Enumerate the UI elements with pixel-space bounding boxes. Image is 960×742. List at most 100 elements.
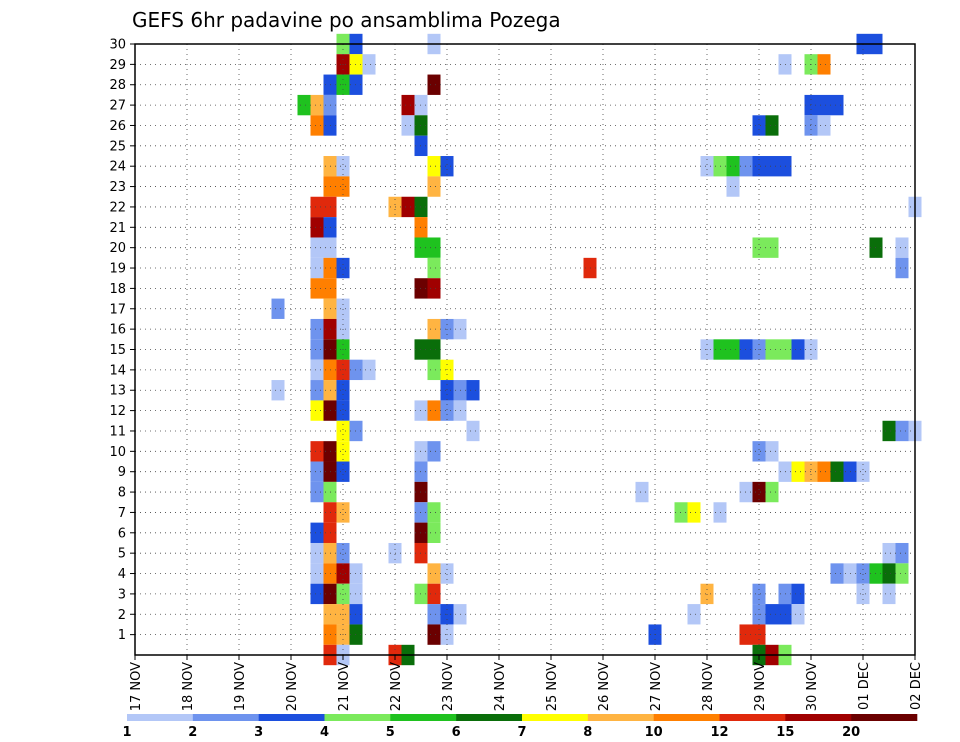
- heatmap-cell: [310, 278, 324, 299]
- x-tick-label: 28 NOV: [701, 662, 716, 711]
- x-tick-label: 17 NOV: [129, 662, 144, 711]
- colorbar-label: 5: [386, 725, 395, 740]
- plot-frame: [134, 43, 916, 656]
- colorbar-label: 12: [710, 725, 728, 740]
- colorbar-label: 1: [122, 725, 131, 740]
- y-tick-label: 9: [118, 465, 126, 480]
- colorbar-segment: [653, 714, 720, 721]
- x-tick-label: 25 NOV: [545, 662, 560, 711]
- colorbar-segment: [719, 714, 786, 721]
- heatmap-cell: [310, 583, 324, 605]
- heatmap-cell: [427, 624, 441, 645]
- y-tick-label: 26: [109, 119, 126, 134]
- heatmap-cell: [765, 339, 779, 360]
- x-tick-label: 01 DEC: [857, 662, 872, 710]
- heatmap-cell: [830, 94, 844, 116]
- heatmap-cell: [830, 563, 844, 584]
- heatmap-cell: [427, 604, 441, 625]
- heatmap-cell: [791, 604, 805, 625]
- heatmap-cell: [427, 583, 441, 605]
- heatmap-cell: [817, 54, 831, 75]
- heatmap-cell: [362, 54, 376, 75]
- x-tick-label: 24 NOV: [493, 662, 508, 711]
- heatmap-cell: [336, 420, 350, 442]
- heatmap-cell: [440, 380, 454, 401]
- heatmap-cell: [310, 237, 324, 258]
- heatmap-cell: [882, 420, 896, 442]
- y-tick-label: 25: [109, 139, 126, 154]
- heatmap-cell: [440, 563, 454, 584]
- colorbar-label: 3: [254, 725, 263, 740]
- heatmap-cell: [336, 400, 350, 421]
- heatmap-cell: [882, 563, 896, 584]
- heatmap-cell: [466, 420, 480, 442]
- heatmap-cell: [687, 604, 701, 625]
- y-tick-label: 22: [109, 200, 126, 215]
- y-tick-label: 15: [109, 343, 126, 358]
- y-tick-label: 24: [109, 160, 126, 175]
- heatmap-cell: [336, 156, 350, 177]
- y-tick-label: 6: [118, 526, 126, 541]
- heatmap-cell: [427, 563, 441, 584]
- heatmap-cell: [297, 94, 311, 116]
- y-tick-label: 23: [109, 180, 126, 195]
- colorbar-label: 2: [188, 725, 197, 740]
- x-tick-label: 22 NOV: [389, 662, 404, 711]
- heatmap-cell: [310, 339, 324, 360]
- colorbar-label: 15: [776, 725, 794, 740]
- colorbar-segment: [390, 714, 457, 721]
- y-tick-label: 19: [109, 262, 126, 277]
- heatmap-cell: [362, 359, 376, 381]
- heatmap-cell: [752, 237, 766, 258]
- y-tick-label: 12: [109, 404, 126, 419]
- y-tick-label: 10: [109, 445, 126, 460]
- y-tick-label: 27: [109, 99, 126, 114]
- heatmap-cell: [427, 441, 441, 462]
- x-axis: 17 NOV 18 NOV 19 NOV 20 NOV 21 NOV 22 NOV 23 N…: [129, 655, 924, 711]
- heatmap-cell: [700, 583, 714, 605]
- heatmap-cell: [882, 542, 896, 564]
- heatmap-cell: [427, 237, 441, 258]
- heatmap-cell: [752, 481, 766, 503]
- heatmap-cell: [401, 196, 415, 218]
- colorbar-label: 8: [583, 725, 592, 740]
- heatmap-cell: [700, 156, 714, 177]
- colorbar-segment: [127, 714, 194, 721]
- heatmap-cell: [310, 441, 324, 462]
- heatmap-cell: [310, 257, 324, 279]
- colorbar-label: 4: [320, 725, 329, 740]
- heatmap-cell: [635, 481, 649, 503]
- heatmap-cell: [791, 339, 805, 360]
- colorbar-segment: [587, 714, 654, 721]
- heatmap-cell: [895, 563, 909, 584]
- y-tick-label: 20: [109, 241, 126, 256]
- x-tick-label: 19 NOV: [233, 662, 248, 711]
- colorbar: 1 2 3 4 5 6 7 8 10 12 15 20: [122, 714, 918, 740]
- heatmap-cell: [310, 461, 324, 482]
- heatmap-cell: [310, 542, 324, 564]
- heatmap-cell: [336, 380, 350, 401]
- y-tick-label: 28: [109, 78, 126, 93]
- heatmap-cell: [336, 502, 350, 523]
- colorbar-segment: [851, 714, 918, 721]
- heatmap-cell: [310, 94, 324, 116]
- y-tick-label: 21: [109, 221, 126, 236]
- heatmap-cell: [310, 359, 324, 381]
- heatmap-cell: [271, 380, 285, 401]
- heatmap-cell: [336, 542, 350, 564]
- heatmap-cell: [271, 298, 285, 319]
- y-tick-label: 11: [109, 424, 126, 439]
- heatmap-cell: [895, 237, 909, 258]
- heatmap-cell: [401, 115, 415, 136]
- heatmap-cell: [765, 156, 779, 177]
- y-tick-label: 29: [109, 58, 126, 73]
- y-tick-label: 18: [109, 282, 126, 297]
- heatmap-cell: [726, 339, 740, 360]
- heatmap-cell: [336, 563, 350, 584]
- heatmap-cell: [895, 257, 909, 279]
- heatmap-cell: [752, 115, 766, 136]
- colorbar-label: 20: [842, 725, 860, 740]
- x-tick-label: 27 NOV: [649, 662, 664, 711]
- heatmap-cell: [817, 115, 831, 136]
